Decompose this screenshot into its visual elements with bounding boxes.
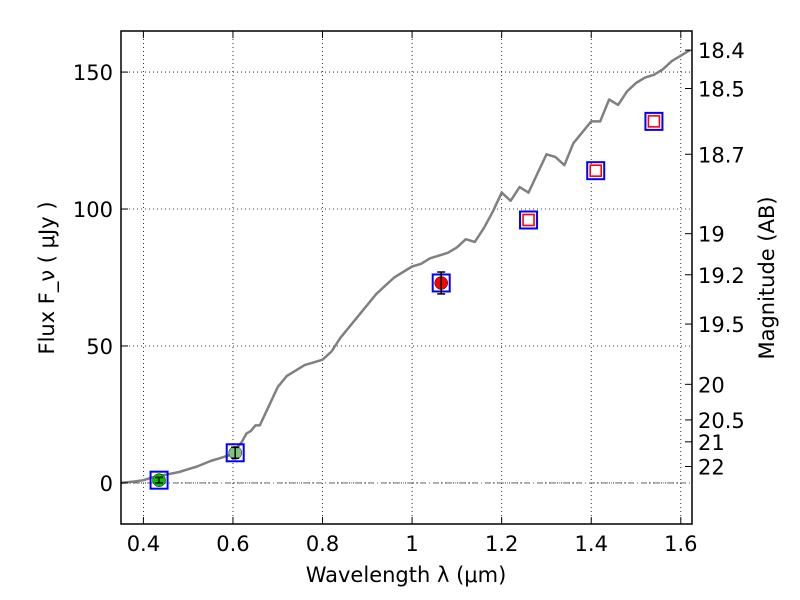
upper-limit-photometry-square [647, 115, 661, 128]
magnitude-axis-title: Magnitude (AB) [755, 196, 779, 359]
y-tick-label: 50 [86, 335, 113, 359]
model-spectrum-line [120, 49, 691, 485]
x-tick-label: 0.8 [306, 532, 339, 556]
magnitude-tick-label: 22 [698, 455, 725, 479]
model-spectrum-series [120, 49, 691, 485]
y-tick-label: 0 [100, 472, 113, 496]
y-axis-title: Flux F_ν ( μJy ) [35, 201, 60, 354]
upper-limit-photometry-square [589, 164, 603, 177]
x-tick-label: 0.6 [216, 532, 249, 556]
magnitude-tick-label: 20 [698, 373, 725, 397]
magnitude-tick-label: 18.4 [698, 39, 745, 63]
magnitude-tick-label: 18.5 [698, 78, 745, 102]
photometry-points [149, 111, 664, 490]
magnitude-tick-label: 19 [698, 223, 725, 247]
y-axis-ticks: 0 50 100 150 [73, 61, 128, 496]
upper-limit-photometry-square [522, 213, 535, 227]
y-tick-label: 100 [73, 198, 113, 222]
model-photometry-square [519, 210, 539, 230]
plot-frame [120, 30, 693, 525]
x-axis-title: Wavelength λ (μm) [306, 563, 507, 587]
magnitude-tick-label: 20.5 [698, 409, 745, 433]
x-tick-label: 1.4 [575, 532, 608, 556]
x-tick-label: 1.6 [664, 532, 697, 556]
y-tick-label: 150 [73, 61, 113, 85]
magnitude-tick-label: 19.5 [698, 313, 745, 337]
model-photometry-square [586, 161, 606, 181]
magnitude-tick-label: 21 [698, 431, 725, 455]
x-tick-label: 0.4 [127, 532, 160, 556]
model-photometry-square [644, 111, 664, 131]
x-tick-label: 1.2 [485, 532, 518, 556]
magnitude-tick-label: 18.7 [698, 143, 745, 167]
model-photometry-square [225, 443, 245, 463]
x-axis-ticks: 0.4 0.6 0.8 1 1.2 1.4 1.6 [127, 31, 698, 556]
model-photometry-square [149, 470, 169, 490]
x-tick-label: 1 [405, 532, 418, 556]
magnitude-tick-label: 19.2 [698, 264, 745, 288]
